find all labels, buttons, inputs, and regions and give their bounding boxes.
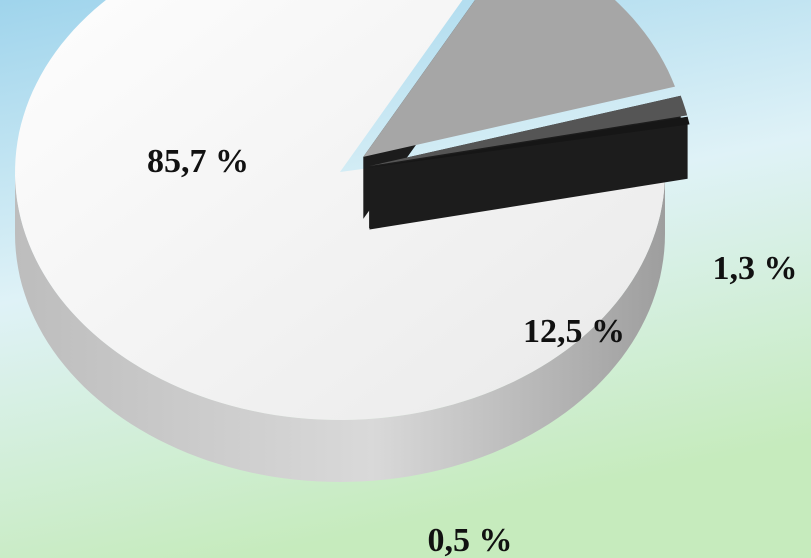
pie-slice-13-top	[369, 95, 688, 167]
slice-label-1-3: 1,3 %	[713, 250, 798, 287]
pie-slices	[15, 0, 690, 482]
pie-slice-857-side	[15, 172, 665, 482]
pie-slice-05-cut	[369, 116, 688, 230]
slice-label-85-7: 85,7 %	[147, 143, 249, 180]
pie-slice-125-top	[363, 0, 675, 157]
pie-slice-857-top	[15, 0, 665, 420]
slice-label-0-5: 0,5 %	[428, 522, 513, 558]
pie-slice-05-top	[369, 116, 690, 168]
slice-label-12-5: 12,5 %	[523, 313, 625, 350]
